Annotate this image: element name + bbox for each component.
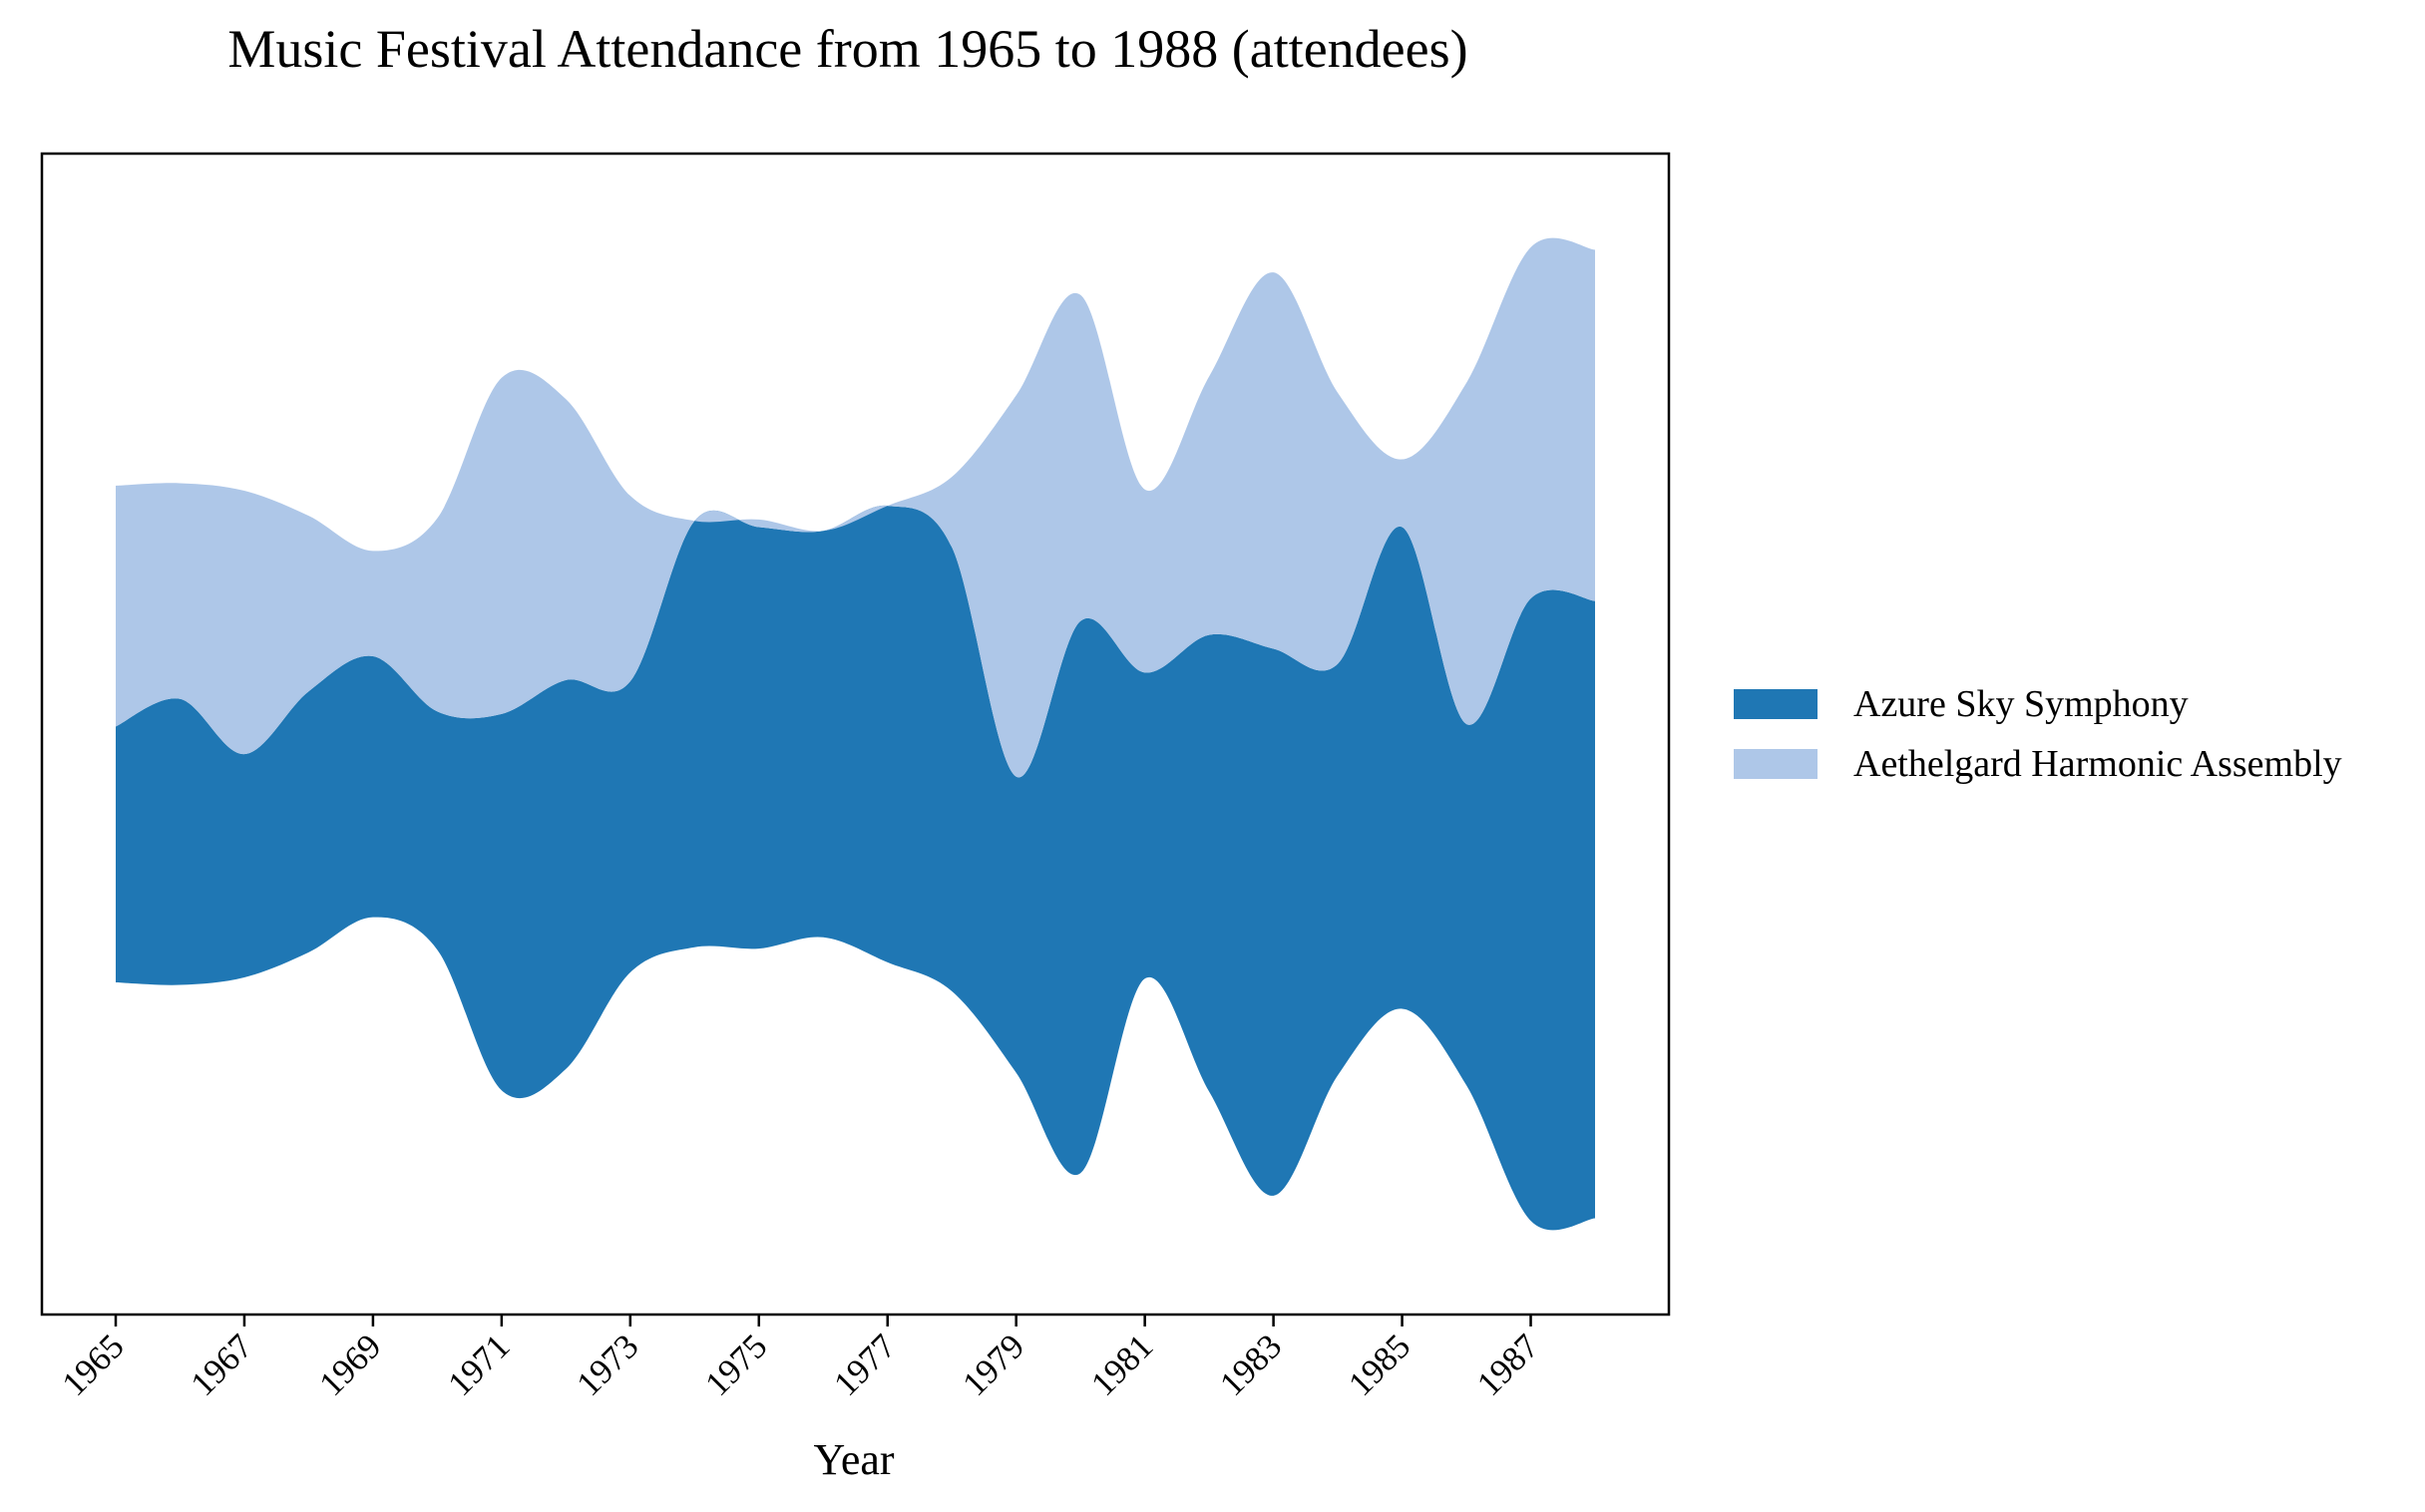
- streams-layer: [116, 237, 1595, 1231]
- x-tick-label: 1973: [569, 1326, 645, 1403]
- x-tick-label: 1969: [311, 1326, 388, 1403]
- stream-area-1: [116, 505, 1595, 1231]
- x-tick-label: 1975: [697, 1326, 774, 1403]
- x-tick-label: 1981: [1083, 1326, 1160, 1403]
- x-tick-label: 1967: [184, 1326, 260, 1403]
- x-tick-label: 1987: [1469, 1326, 1546, 1403]
- legend-label: Azure Sky Symphony: [1853, 683, 2189, 725]
- chart-title: Music Festival Attendance from 1965 to 1…: [227, 19, 1468, 79]
- legend-item-2: Aethelgard Harmonic Assembly: [1734, 734, 2342, 794]
- legend-label: Aethelgard Harmonic Assembly: [1853, 743, 2342, 785]
- x-axis-ticks: 1965 1967 1969 1971 1973 1975 1977 1979 1981 1983…: [55, 1315, 1546, 1403]
- stream-area-2: [116, 237, 1595, 778]
- x-tick-label: 1977: [826, 1326, 903, 1403]
- plot-area-frame: [40, 152, 1671, 1317]
- x-tick-label: 1983: [1212, 1326, 1289, 1403]
- legend-item-1: Azure Sky Symphony: [1734, 674, 2342, 734]
- x-tick-label: 1979: [955, 1326, 1031, 1403]
- x-tick-label: 1971: [440, 1326, 517, 1403]
- legend-swatch: [1734, 749, 1818, 779]
- x-axis-label: Year: [813, 1435, 895, 1484]
- x-tick-label: 1965: [55, 1326, 132, 1403]
- legend-swatch: [1734, 689, 1818, 719]
- chart-legend: Azure Sky Symphony Aethelgard Harmonic As…: [1734, 674, 2342, 794]
- x-tick-label: 1985: [1341, 1326, 1417, 1403]
